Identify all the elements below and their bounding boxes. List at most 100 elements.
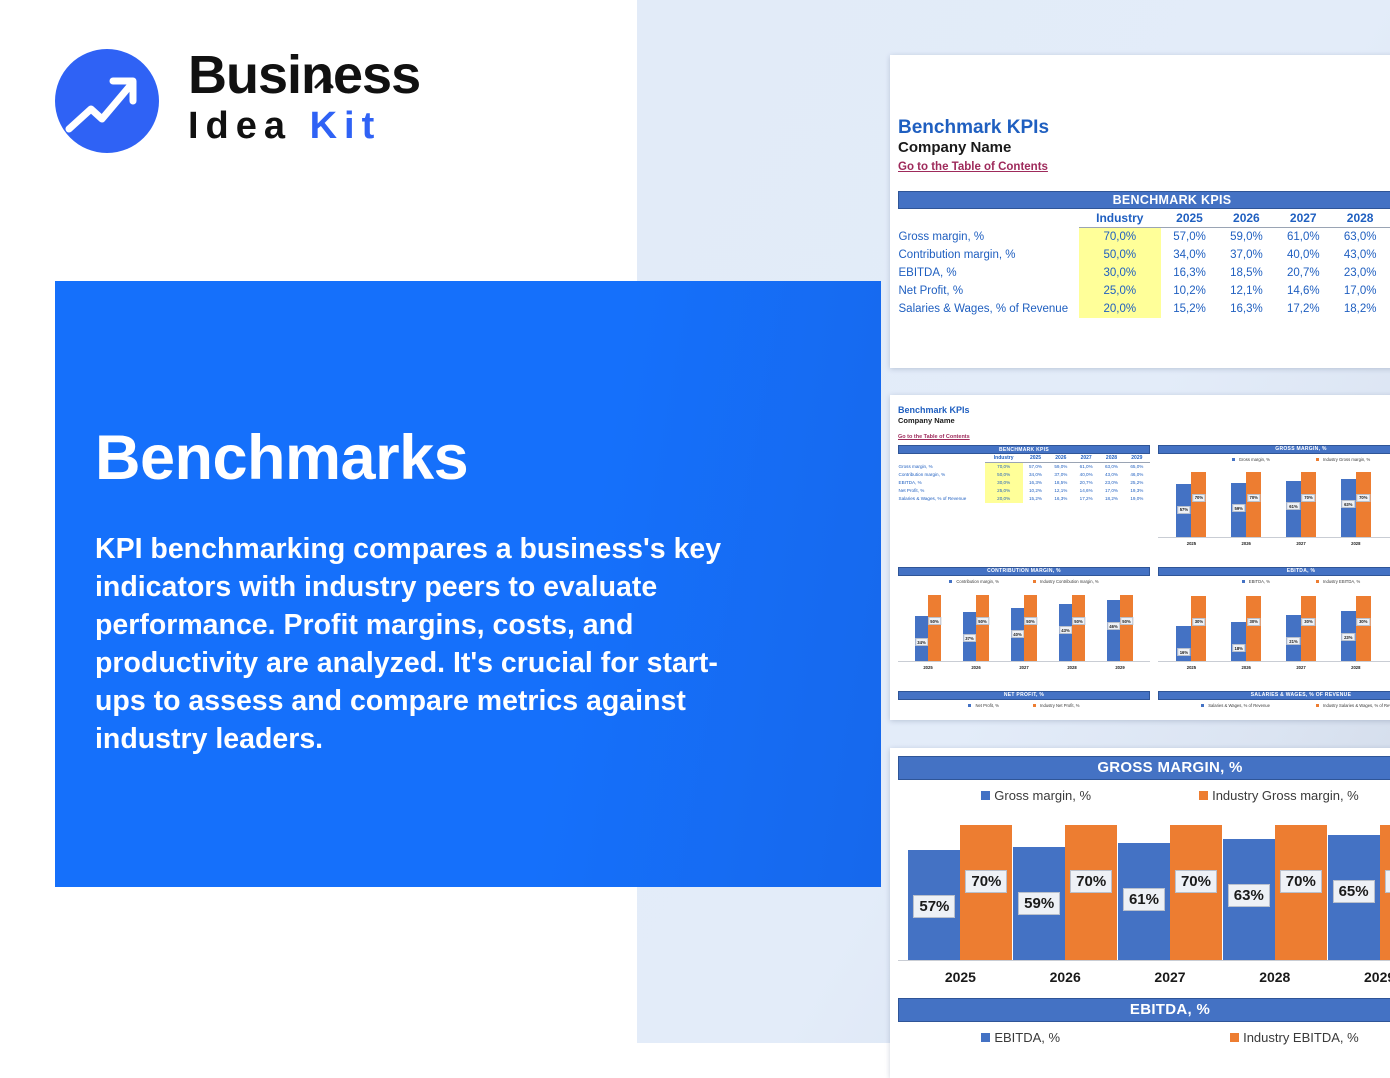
bar-ebitda-2026-company[interactable]: 18% [1231, 622, 1246, 661]
spreadsheet-card-large-charts[interactable]: GROSS MARGIN, %Gross margin, %Industry G… [890, 748, 1390, 1078]
column-header-2027: 2027 [1275, 209, 1332, 228]
chart-title: CONTRIBUTION MARGIN, % [898, 567, 1150, 576]
bar-data-label: 63% [1342, 500, 1355, 508]
bar-gross-margin-2028-company[interactable]: 63% [1223, 839, 1275, 960]
bar-contribution-margin-2026-industry[interactable]: 50% [976, 595, 989, 661]
bar-gross-margin-2028-industry[interactable]: 70% [1356, 472, 1371, 537]
cell-2029: 46,0% [1124, 471, 1149, 479]
cell-2029: 19,0% [1124, 495, 1149, 503]
bar-group: 37%50% [952, 587, 1000, 661]
bar-ebitda-2025-company[interactable]: 16% [1176, 626, 1191, 661]
cell-2026: 16,3% [1218, 300, 1275, 318]
bar-ebitda-2025-industry[interactable]: 30% [1191, 596, 1206, 661]
bar-gross-margin-2025-industry[interactable]: 70% [1191, 472, 1206, 537]
chart-legend: EBITDA, %Industry EBITDA, % [1158, 576, 1390, 587]
x-tick-label: 2026 [1219, 538, 1274, 550]
mini-chart-gross-margin[interactable]: GROSS MARGIN, %Gross margin, %Industry G… [1158, 445, 1390, 565]
bar-contribution-margin-2025-company[interactable]: 34% [915, 616, 928, 661]
bar-gross-margin-2025-company[interactable]: 57% [908, 850, 960, 960]
bar-contribution-margin-2028-company[interactable]: 43% [1059, 604, 1072, 661]
bar-gross-margin-2026-company[interactable]: 59% [1231, 483, 1246, 537]
bar-data-label: 59% [1018, 892, 1060, 915]
x-tick-label: 2025 [908, 961, 1013, 993]
bar-data-label: 50% [1120, 617, 1133, 625]
bar-group: 63%70% [1222, 810, 1327, 960]
bar-gross-margin-2027-company[interactable]: 61% [1286, 481, 1301, 537]
x-tick-label: 2025 [1164, 662, 1219, 674]
bar-ebitda-2028-industry[interactable]: 30% [1356, 596, 1371, 661]
bar-contribution-margin-2029-company[interactable]: 46% [1107, 600, 1120, 661]
mini-chart-contribution-margin[interactable]: CONTRIBUTION MARGIN, %Contribution margi… [898, 567, 1150, 689]
bar-gross-margin-2027-industry[interactable]: 70% [1301, 472, 1316, 537]
legend-label: Gross margin, % [994, 788, 1091, 803]
legend-label: Net Profit, % [975, 703, 999, 708]
mini-chart-net-profit[interactable]: NET PROFIT, %Net Profit, %Industry Net P… [898, 691, 1150, 715]
bar-contribution-margin-2027-company[interactable]: 40% [1011, 608, 1024, 661]
bar-group: 23%30% [1328, 587, 1383, 661]
table-of-contents-link[interactable]: Go to the Table of Contents [898, 160, 1048, 175]
cell-2025: 10,2% [1023, 487, 1048, 495]
bar-group: 25%30% [1383, 587, 1390, 661]
bar-gross-margin-2025-industry[interactable]: 70% [960, 825, 1012, 960]
bar-gross-margin-2029-industry[interactable]: 70% [1380, 825, 1390, 960]
column-header-2028: 2028 [1099, 454, 1124, 463]
cell-2025: 15,2% [1161, 300, 1218, 318]
mini-chart-ebitda[interactable]: EBITDA, %EBITDA, %Industry EBITDA, %16%3… [1158, 567, 1390, 689]
brand-logo: Business Idea Kit [55, 46, 475, 156]
row-label: Salaries & Wages, % of Revenue [899, 495, 985, 503]
table-banner-mini: BENCHMARK KPIS [899, 446, 1150, 454]
table-row: Contribution margin, %50,0%34,0%37,0%40,… [899, 471, 1150, 479]
bar-group: 34%50% [904, 587, 952, 661]
bar-gross-margin-2025-company[interactable]: 57% [1176, 484, 1191, 537]
bar-group: 65%70% [1327, 810, 1390, 960]
bar-gross-margin-2027-company[interactable]: 61% [1118, 843, 1170, 960]
bar-gross-margin-2028-company[interactable]: 63% [1341, 479, 1356, 537]
chart-title: EBITDA, % [1158, 567, 1390, 576]
spreadsheet-card-dashboard[interactable]: Benchmark KPIs Company Name Go to the Ta… [890, 395, 1390, 720]
bar-ebitda-2028-company[interactable]: 23% [1341, 611, 1356, 661]
bar-gross-margin-2026-industry[interactable]: 70% [1246, 472, 1261, 537]
bar-contribution-margin-2027-industry[interactable]: 50% [1024, 595, 1037, 661]
bar-gross-margin-2027-industry[interactable]: 70% [1170, 825, 1222, 960]
bar-ebitda-2027-company[interactable]: 21% [1286, 615, 1301, 661]
chart-plot-area: 57%70%59%70%61%70%63%70%65%70% [898, 810, 1390, 960]
cell-2028: 43,0% [1099, 471, 1124, 479]
legend-swatch [1201, 704, 1204, 707]
bar-data-label: 40% [1011, 630, 1024, 638]
cell-2026: 16,3% [1048, 495, 1073, 503]
bar-contribution-margin-2025-industry[interactable]: 50% [928, 595, 941, 661]
spreadsheet-card-kpi-table[interactable]: Benchmark KPIs Company Name Go to the Ta… [890, 55, 1390, 368]
bar-gross-margin-2029-company[interactable]: 65% [1328, 835, 1380, 960]
row-label: Contribution margin, % [899, 471, 985, 479]
table-row: Gross margin, %70,0%57,0%59,0%61,0%63,0%… [899, 228, 1390, 246]
chart-gross-margin[interactable]: GROSS MARGIN, %Gross margin, %Industry G… [898, 756, 1390, 1006]
cell-2028: 43,0% [1332, 246, 1389, 264]
chart-title: NET PROFIT, % [898, 691, 1150, 700]
bar-data-label: 70% [1070, 870, 1112, 893]
legend-item: Industry Salaries & Wages, % of Revenue [1316, 703, 1390, 708]
x-tick-label: 2025 [1164, 538, 1219, 550]
bar-data-label: 16% [1177, 648, 1190, 656]
bar-data-label: 70% [1302, 494, 1315, 502]
row-label: Net Profit, % [899, 487, 985, 495]
row-label: EBITDA, % [899, 264, 1079, 282]
table-of-contents-link-mini[interactable]: Go to the Table of Contents [898, 433, 970, 441]
cell-industry: 30,0% [985, 479, 1023, 487]
bar-data-label: 50% [1024, 617, 1037, 625]
bar-gross-margin-2026-industry[interactable]: 70% [1065, 825, 1117, 960]
bar-group: 18%30% [1219, 587, 1274, 661]
legend-swatch [981, 1033, 990, 1042]
bar-ebitda-2027-industry[interactable]: 30% [1301, 596, 1316, 661]
bar-gross-margin-2028-industry[interactable]: 70% [1275, 825, 1327, 960]
chart-legend: Gross margin, %Industry Gross margin, % [898, 780, 1390, 810]
bar-gross-margin-2026-company[interactable]: 59% [1013, 847, 1065, 960]
bar-contribution-margin-2028-industry[interactable]: 50% [1072, 595, 1085, 661]
cell-2028: 23,0% [1332, 264, 1389, 282]
chart-ebitda[interactable]: EBITDA, %EBITDA, %Industry EBITDA, % [898, 998, 1390, 1070]
bar-contribution-margin-2029-industry[interactable]: 50% [1120, 595, 1133, 661]
legend-swatch [1230, 1033, 1239, 1042]
legend-swatch [981, 791, 990, 800]
bar-ebitda-2026-industry[interactable]: 30% [1246, 596, 1261, 661]
bar-contribution-margin-2026-company[interactable]: 37% [963, 612, 976, 661]
